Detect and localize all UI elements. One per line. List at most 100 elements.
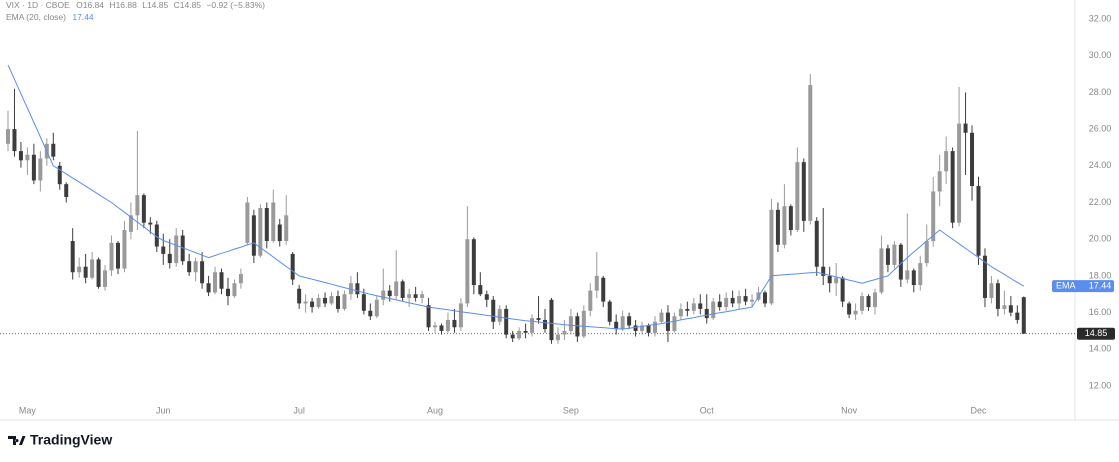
candle <box>937 154 942 207</box>
candle <box>400 279 405 302</box>
candle-body <box>277 224 282 242</box>
candle-body <box>38 158 43 181</box>
candle-body <box>167 253 172 264</box>
candle <box>303 294 308 313</box>
candle-body <box>627 316 632 326</box>
candle-body <box>329 296 334 304</box>
candle-body <box>335 296 340 309</box>
candle <box>698 294 703 315</box>
candle <box>704 294 709 324</box>
candle-body <box>316 297 321 308</box>
candle-body <box>704 308 709 319</box>
candle <box>70 228 75 280</box>
candle <box>174 228 179 267</box>
candle <box>970 125 975 201</box>
candle <box>316 294 321 309</box>
candle <box>219 268 224 295</box>
candle-body <box>905 270 910 280</box>
candle <box>678 303 683 320</box>
y-tick-label: 20.00 <box>1089 234 1112 244</box>
candle <box>860 292 865 315</box>
candle <box>549 297 554 344</box>
indicator-value: 17.44 <box>72 12 94 22</box>
candle <box>814 217 819 276</box>
candle <box>238 268 243 289</box>
candle <box>620 310 625 331</box>
candle-body <box>465 239 470 304</box>
candle <box>25 147 30 175</box>
candle <box>717 294 722 311</box>
candle <box>607 299 612 326</box>
candle <box>342 290 347 311</box>
last-price-tag: 14.85 <box>1085 328 1108 338</box>
y-tick-label: 16.00 <box>1089 307 1112 317</box>
candle-body <box>866 296 871 308</box>
candle-body <box>1021 297 1026 334</box>
candle <box>691 297 696 315</box>
candle <box>685 301 690 317</box>
candle <box>601 275 606 308</box>
candle-body <box>620 316 625 330</box>
candle <box>627 312 632 330</box>
candle-body <box>109 242 114 271</box>
candle <box>381 268 386 306</box>
candle <box>801 158 806 232</box>
candle <box>77 257 82 278</box>
candle-body <box>549 299 554 341</box>
candle-body <box>937 171 942 192</box>
candle <box>834 263 839 297</box>
candle <box>57 162 62 190</box>
candle-body <box>717 301 722 308</box>
candle-body <box>788 206 793 231</box>
candle-body <box>510 334 515 339</box>
candle <box>83 253 88 284</box>
candle <box>724 292 729 311</box>
candle <box>290 252 295 286</box>
candle <box>911 268 916 293</box>
candle <box>484 290 489 308</box>
candle-body <box>439 325 444 331</box>
candle <box>497 305 502 326</box>
candle-body <box>497 308 502 322</box>
candle <box>562 319 567 341</box>
candle-body <box>653 321 657 333</box>
candle <box>407 288 412 308</box>
candle <box>989 275 994 304</box>
candle-body <box>646 325 651 333</box>
candle <box>445 312 450 333</box>
candle <box>115 241 120 275</box>
candle <box>653 316 657 337</box>
candle <box>12 88 17 157</box>
candle <box>1015 305 1020 324</box>
candle-body <box>251 215 256 256</box>
candle-body <box>180 235 185 262</box>
candle-body <box>161 246 166 254</box>
y-tick-label: 26.00 <box>1089 123 1112 133</box>
candle-body <box>568 316 573 331</box>
candle-body <box>782 206 787 245</box>
candle-body <box>607 301 612 322</box>
candle-body <box>6 129 10 144</box>
candle <box>420 290 425 304</box>
ema-tag-name: EMA <box>1056 281 1076 291</box>
candle <box>103 264 108 291</box>
candle-body <box>193 261 198 273</box>
candle-body <box>232 283 237 297</box>
candle-body <box>1015 312 1020 320</box>
candle-body <box>698 303 703 309</box>
candle <box>368 303 373 320</box>
candle-body <box>665 312 670 331</box>
candle-body <box>944 151 949 172</box>
candle-body <box>640 325 645 331</box>
candle-body <box>847 303 852 315</box>
y-tick-label: 18.00 <box>1089 270 1112 280</box>
candle <box>225 277 230 306</box>
candle-body <box>51 143 56 157</box>
candle-body <box>931 191 936 242</box>
candle-body <box>808 85 813 221</box>
candle <box>471 237 476 295</box>
candle <box>885 244 890 273</box>
o-value: 16.84 <box>83 0 105 10</box>
candle <box>206 275 211 297</box>
brand: TradingView <box>30 432 112 448</box>
